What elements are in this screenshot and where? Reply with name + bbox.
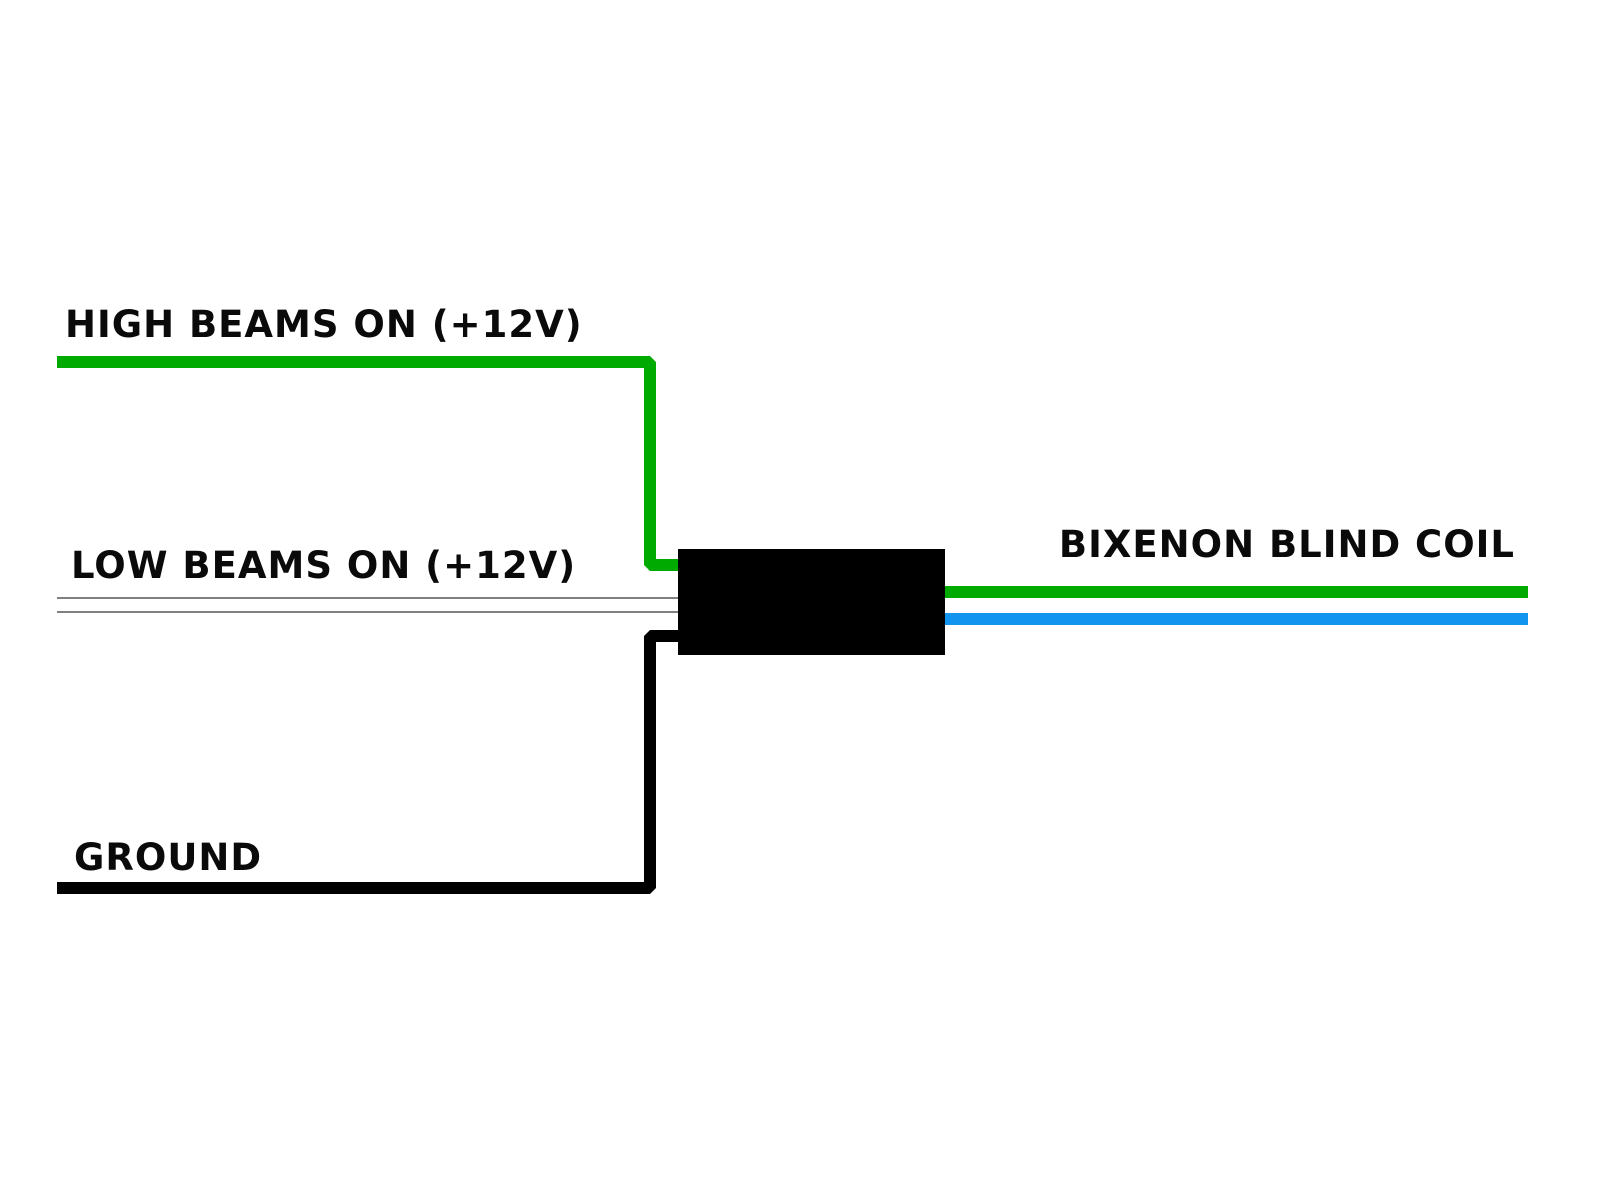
bixenon-coil-label: BIXENON BLIND COIL [1059, 523, 1515, 566]
control-module [678, 549, 945, 655]
high-beams-label: HIGH BEAMS ON (+12V) [65, 303, 583, 346]
low-beams-label: LOW BEAMS ON (+12V) [71, 544, 576, 587]
high-beam-wire [57, 356, 682, 571]
ground-wire [57, 630, 682, 894]
ground-label: GROUND [74, 836, 262, 879]
